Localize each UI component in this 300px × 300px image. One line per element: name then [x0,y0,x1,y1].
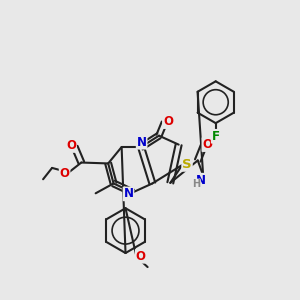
Text: O: O [66,139,76,152]
Text: O: O [60,167,70,180]
Text: N: N [196,174,206,187]
Text: O: O [163,115,173,128]
Text: O: O [202,138,212,151]
Text: S: S [182,158,192,171]
Text: N: N [124,188,134,200]
Text: O: O [136,250,146,263]
Text: F: F [212,130,220,143]
Text: N: N [136,136,147,149]
Text: H: H [192,179,200,189]
